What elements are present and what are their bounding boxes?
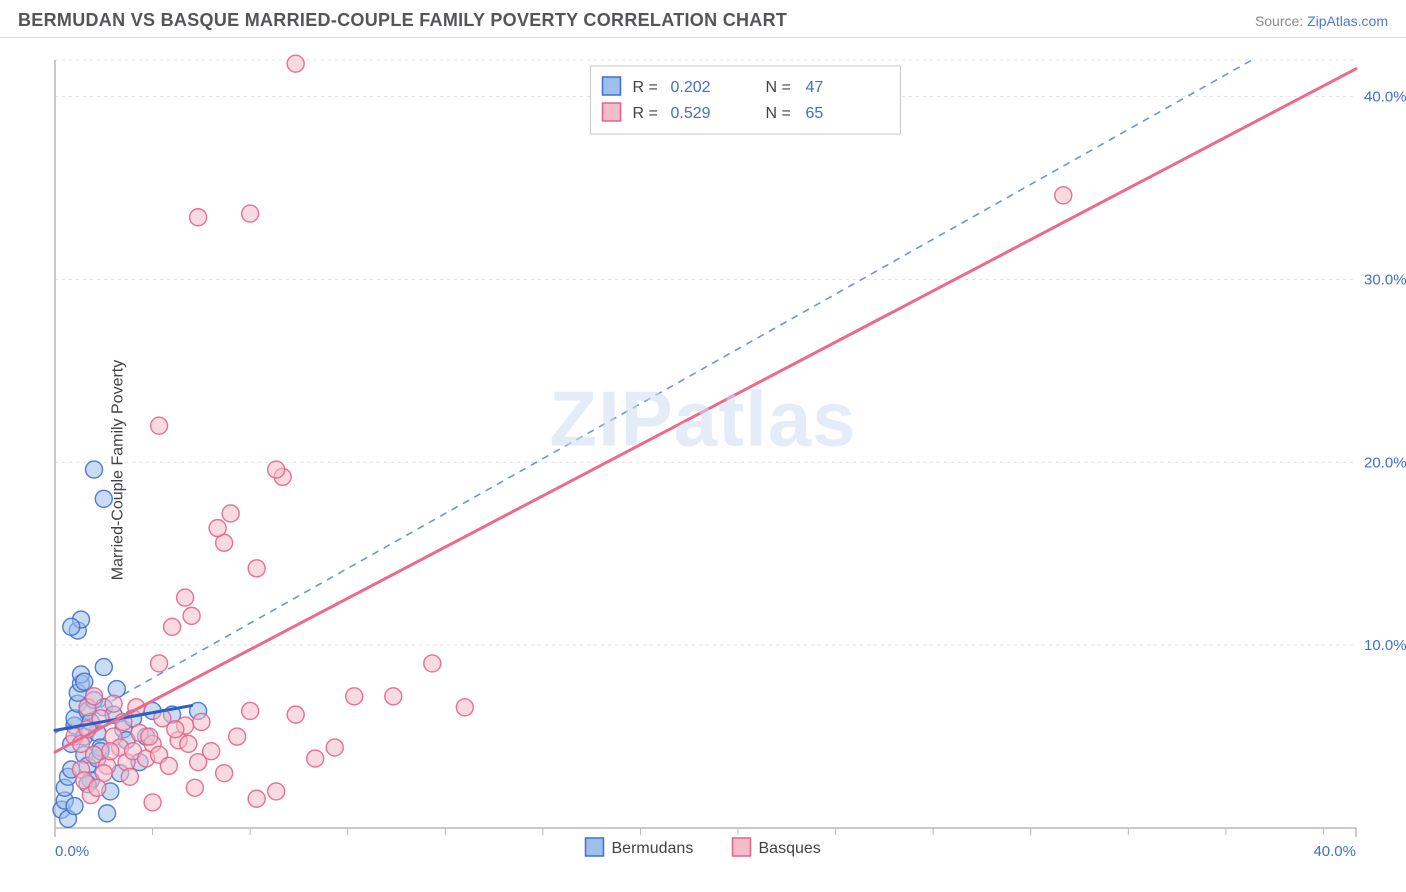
source-link[interactable]: ZipAtlas.com (1307, 13, 1388, 29)
chart-area: Married-Couple Family Poverty ZIPatlas 0… (0, 48, 1406, 892)
source-prefix: Source: (1255, 13, 1307, 29)
svg-text:N =: N = (766, 79, 791, 96)
scatter-chart: 0.0% 40.0% 10.0% 20.0% 30.0% 40.0% R = 0.202 N =… (0, 48, 1406, 892)
svg-text:Basques: Basques (759, 840, 821, 857)
svg-text:40.0%: 40.0% (1313, 843, 1356, 860)
svg-text:47: 47 (806, 79, 824, 96)
svg-text:R =: R = (633, 105, 658, 122)
y-axis-label: Married-Couple Family Poverty (109, 360, 127, 581)
svg-text:0.0%: 0.0% (55, 843, 89, 860)
svg-text:0.529: 0.529 (671, 105, 711, 122)
svg-text:30.0%: 30.0% (1364, 271, 1406, 288)
chart-header: BERMUDAN VS BASQUE MARRIED-COUPLE FAMILY… (0, 0, 1406, 38)
svg-text:R =: R = (633, 79, 658, 96)
svg-text:N =: N = (766, 105, 791, 122)
source-attribution: Source: ZipAtlas.com (1255, 13, 1388, 29)
svg-text:40.0%: 40.0% (1364, 89, 1406, 106)
svg-text:Bermudans: Bermudans (612, 840, 694, 857)
svg-text:10.0%: 10.0% (1364, 637, 1406, 654)
svg-text:65: 65 (806, 105, 824, 122)
chart-title: BERMUDAN VS BASQUE MARRIED-COUPLE FAMILY… (18, 10, 787, 31)
svg-text:0.202: 0.202 (671, 79, 711, 96)
svg-text:20.0%: 20.0% (1364, 454, 1406, 471)
